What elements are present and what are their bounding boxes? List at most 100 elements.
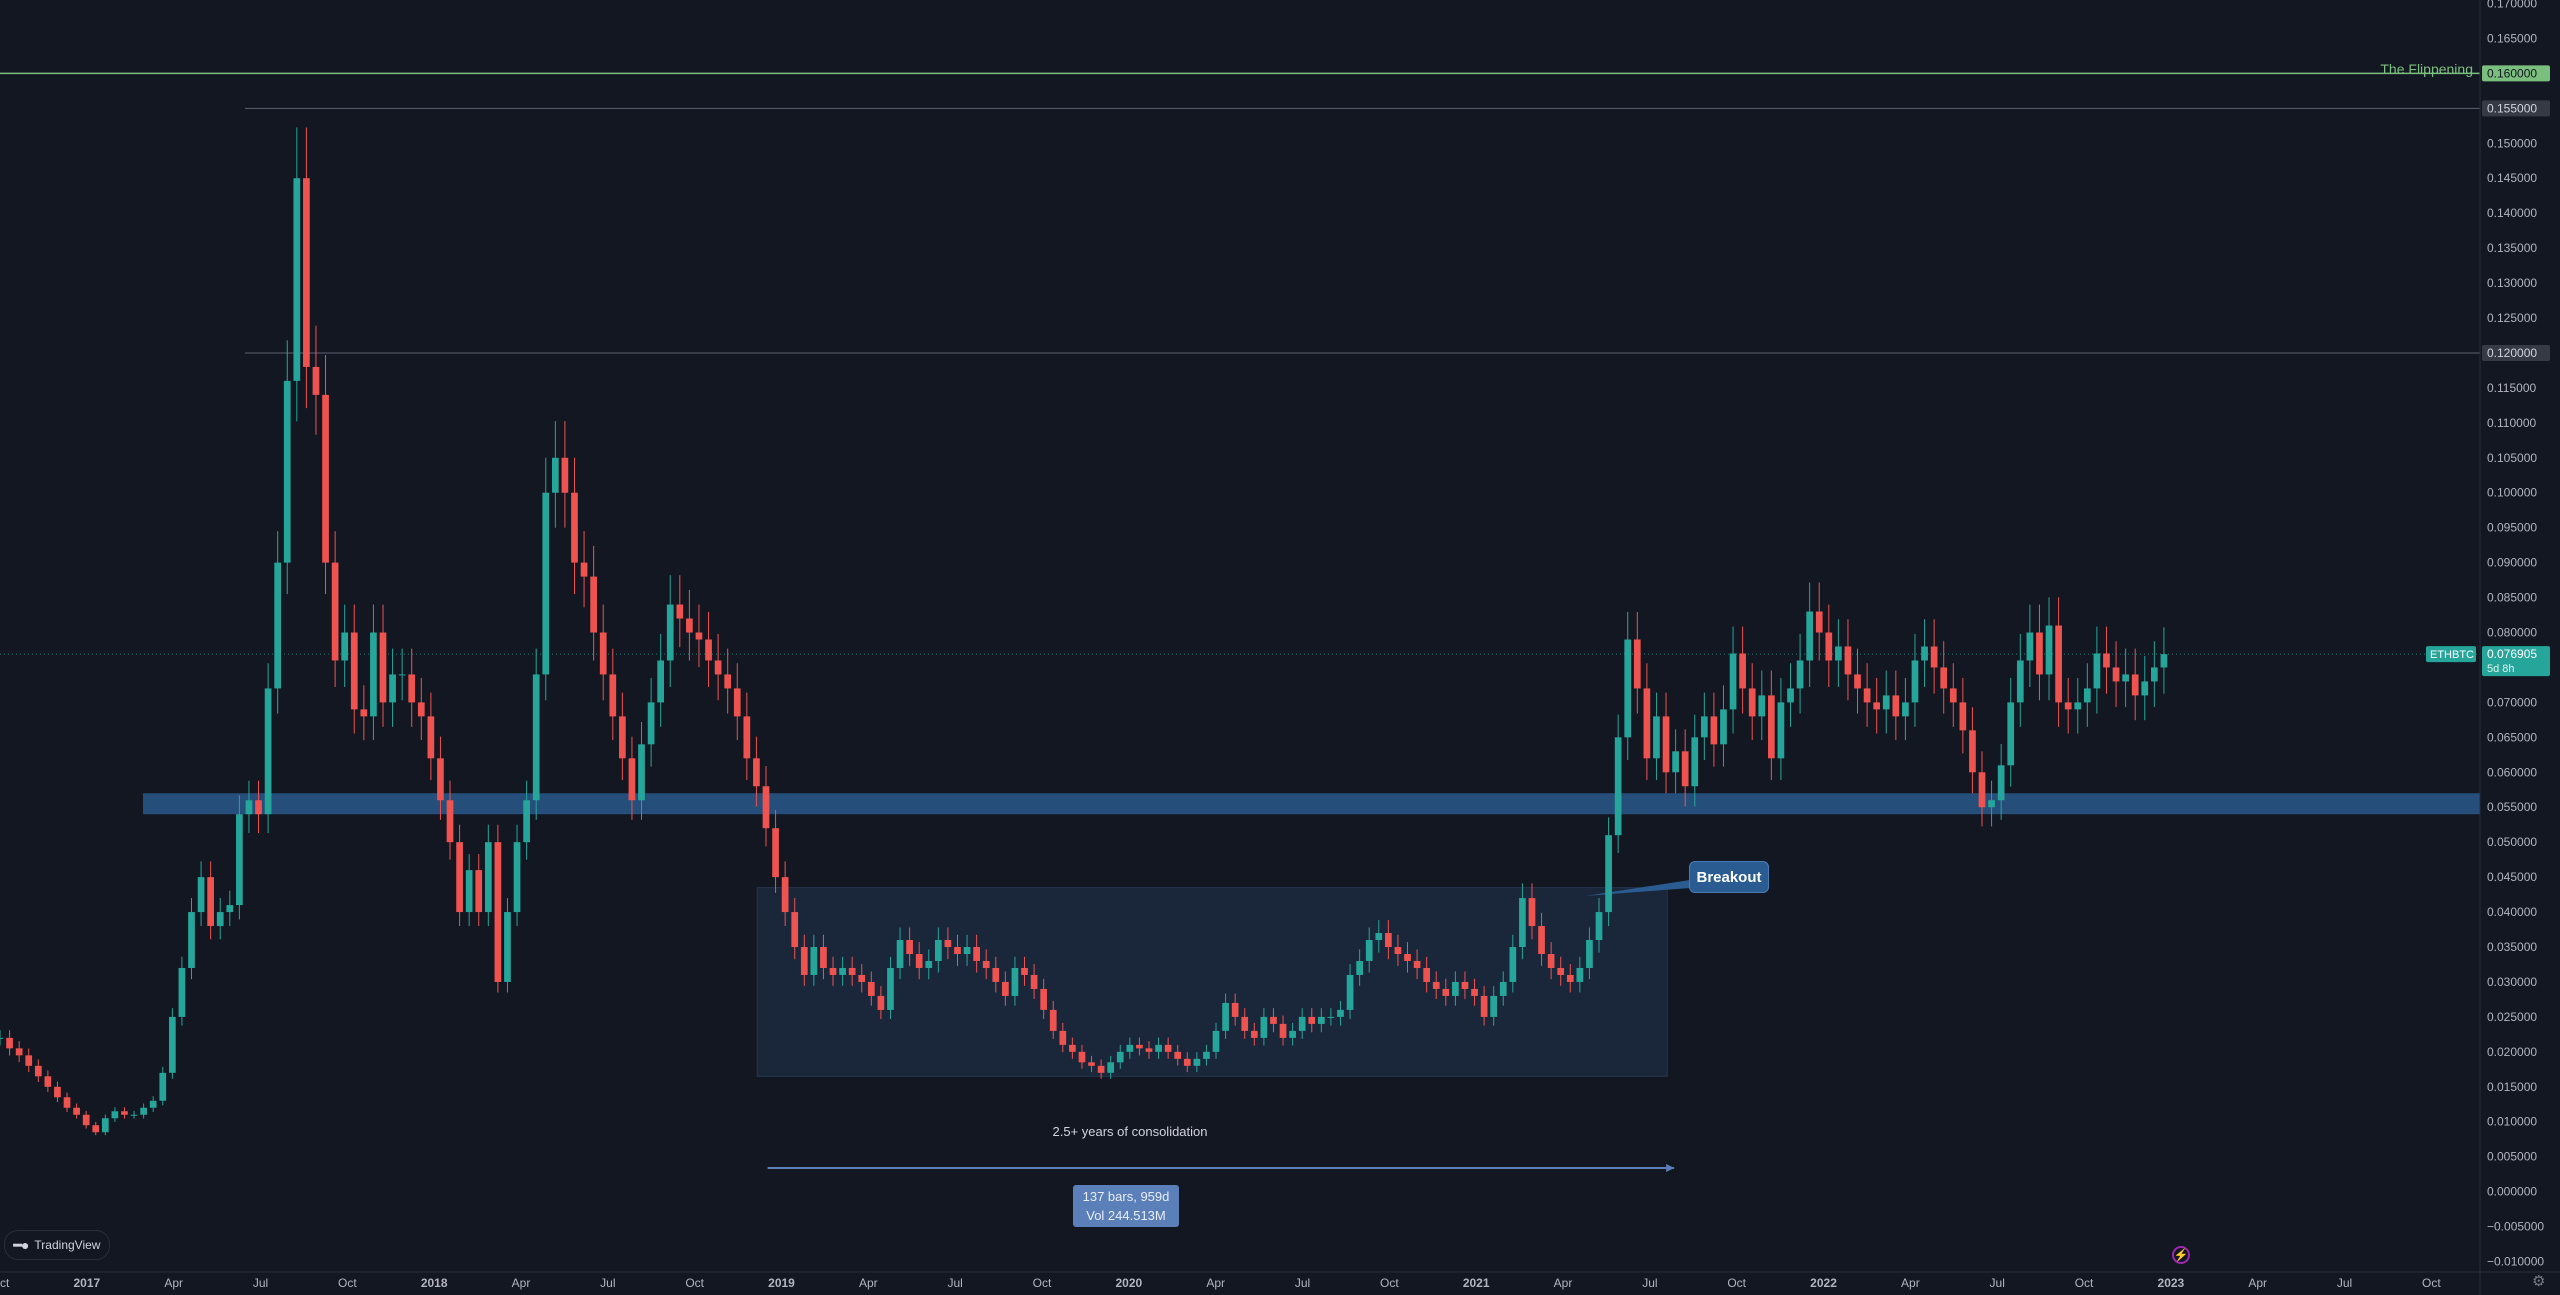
- candle-body: [178, 967, 186, 1017]
- candle-body: [1097, 1065, 1105, 1073]
- lightning-icon[interactable]: ⚡: [2172, 1246, 2190, 1264]
- consolidation-label: 2.5+ years of consolidation: [1052, 1124, 1208, 1139]
- candle-body: [1863, 688, 1871, 703]
- candle-body: [954, 947, 961, 954]
- candle-body: [1605, 835, 1612, 913]
- price-tick-label: 0.110000: [2487, 416, 2536, 430]
- candle-body: [1969, 730, 1976, 773]
- candle-body: [465, 870, 473, 913]
- candle-body: [1949, 688, 1957, 703]
- candle-body: [1720, 709, 1727, 745]
- tradingview-logo-text: TradingView: [34, 1238, 101, 1252]
- candle-body: [733, 688, 741, 717]
- candle-body: [982, 960, 990, 968]
- price-tick-label: 0.025000: [2487, 1010, 2537, 1024]
- candle-body: [1806, 611, 1814, 661]
- candle-body: [1193, 1058, 1201, 1066]
- time-tick-label: Oct: [1727, 1276, 1746, 1290]
- candle-body: [236, 814, 243, 906]
- candle-body: [973, 947, 980, 961]
- candle-body: [2007, 702, 2015, 766]
- time-tick-label: Jul: [253, 1276, 268, 1290]
- candle-body: [188, 912, 195, 968]
- candle-body: [2122, 674, 2129, 682]
- price-tick-label: 0.140000: [2487, 206, 2537, 220]
- candle-body: [1413, 960, 1421, 968]
- candle-body: [628, 758, 636, 801]
- candle-body: [1212, 1030, 1220, 1052]
- candle-body: [1930, 646, 1938, 668]
- time-tick-label: Jul: [600, 1276, 615, 1290]
- candle-body: [1739, 653, 1746, 689]
- candle-body: [1633, 639, 1641, 689]
- candle-body: [1461, 981, 1469, 989]
- price-tick-label: 0.070000: [2487, 695, 2537, 709]
- time-tick-label: 2019: [768, 1276, 795, 1290]
- candle-body: [1011, 967, 1019, 996]
- candle-body: [0, 1037, 4, 1039]
- level-label: 0.160000: [2487, 66, 2537, 80]
- candle-body: [590, 576, 597, 633]
- candle-body: [1566, 974, 1574, 982]
- measure-volume-text: Vol 244.513M: [1086, 1208, 1166, 1223]
- candle-body: [877, 995, 885, 1010]
- chart-zones: [0, 72, 2480, 1172]
- breakout-callout[interactable]: Breakout: [1689, 861, 1769, 893]
- candle-body: [1174, 1051, 1182, 1059]
- candle-body: [1835, 646, 1842, 661]
- gear-icon[interactable]: ⚙: [2532, 1273, 2546, 1290]
- candle-body: [1480, 995, 1488, 1017]
- price-tick-label: 0.135000: [2487, 241, 2537, 255]
- candle-body: [1078, 1051, 1086, 1063]
- candle-body: [1279, 1023, 1287, 1038]
- candle-body: [1882, 695, 1890, 710]
- time-tick-label: 2021: [1463, 1276, 1490, 1290]
- candle-body: [848, 967, 856, 975]
- candle-body: [1145, 1048, 1153, 1052]
- candle-body: [2064, 702, 2072, 710]
- tradingview-logo[interactable]: ━● TradingView: [4, 1230, 110, 1260]
- candle-body: [197, 877, 205, 913]
- candle-body: [1672, 751, 1679, 773]
- candle-body: [1365, 940, 1373, 961]
- price-tick-label: 0.055000: [2487, 800, 2537, 814]
- candle-body: [1825, 632, 1833, 661]
- price-tick-label: 0.165000: [2487, 31, 2537, 45]
- price-tick-label: 0.050000: [2487, 835, 2537, 849]
- candle-body: [676, 604, 684, 619]
- candle-body: [1662, 716, 1670, 773]
- price-tick-label: −0.005000: [2487, 1220, 2544, 1234]
- candle-body: [1614, 737, 1622, 836]
- candle-body: [743, 716, 751, 759]
- candle-body: [456, 842, 463, 913]
- candle-body: [532, 674, 540, 801]
- candle-body: [274, 562, 282, 689]
- candle-body: [437, 758, 444, 801]
- price-tick-label: 0.095000: [2487, 521, 2537, 535]
- candle-body: [1768, 695, 1775, 759]
- candle-body: [216, 912, 224, 927]
- candle-body: [1116, 1051, 1124, 1063]
- candle-body: [6, 1037, 13, 1049]
- candle-body: [800, 947, 808, 975]
- candle-body: [245, 800, 253, 815]
- price-tick-label: −0.010000: [2487, 1255, 2544, 1269]
- candle-body: [2083, 688, 2091, 703]
- time-tick-label: Apr: [859, 1276, 878, 1290]
- candle-body: [1203, 1051, 1210, 1059]
- candle-body: [1796, 660, 1804, 689]
- candle-body: [1452, 981, 1459, 996]
- candle-body: [504, 912, 511, 982]
- candle-body: [915, 954, 923, 968]
- candle-body: [599, 632, 607, 675]
- level-label: 0.155000: [2487, 101, 2537, 115]
- candle-body: [944, 940, 952, 948]
- candle-body: [1260, 1016, 1268, 1038]
- candle-body: [1653, 716, 1660, 759]
- candle-body: [657, 660, 665, 703]
- candle-body: [475, 870, 483, 913]
- current-price-label: 0.076905: [2487, 647, 2537, 661]
- time-axis: Oct 2017 Apr Jul Oct 2018 Apr Jul Oct 2019 Apr Jul O…: [0, 1271, 2560, 1290]
- time-tick-label: Oct: [2075, 1276, 2094, 1290]
